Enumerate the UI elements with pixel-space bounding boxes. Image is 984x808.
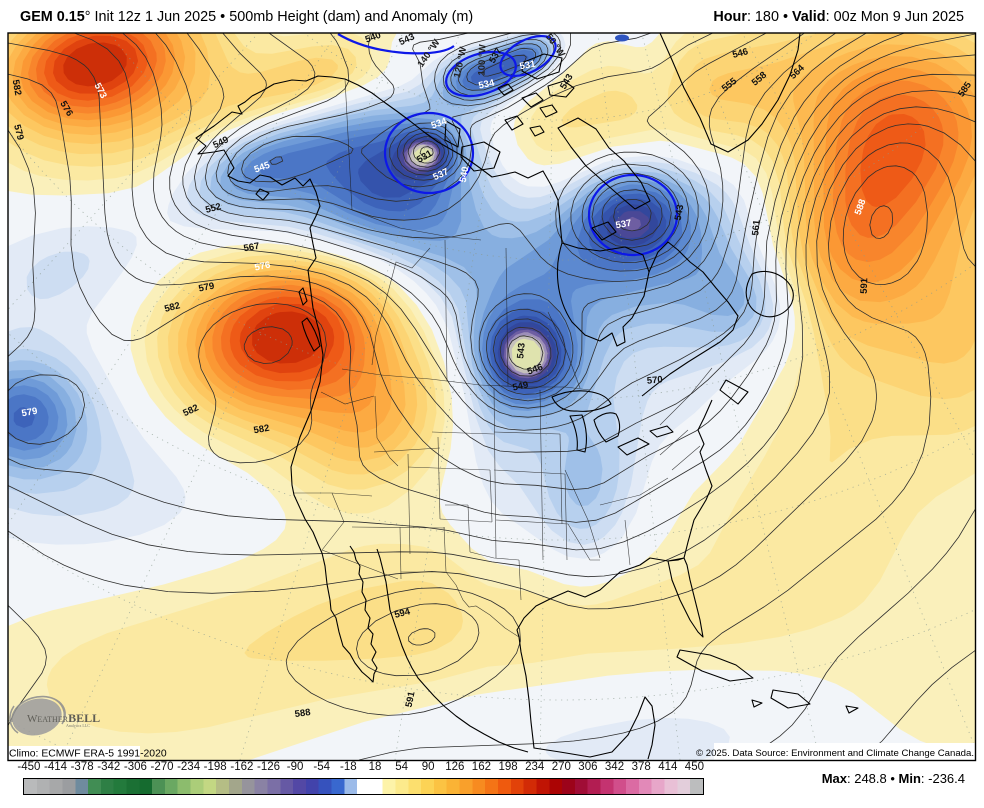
svg-text:546: 546 bbox=[526, 362, 545, 378]
svg-text:540: 540 bbox=[458, 166, 472, 184]
svg-text:594: 594 bbox=[393, 606, 412, 621]
svg-text:WEATHERBELL: WEATHERBELL bbox=[27, 711, 100, 725]
svg-text:561: 561 bbox=[750, 219, 762, 236]
svg-text:546: 546 bbox=[731, 46, 749, 61]
svg-text:537: 537 bbox=[615, 218, 633, 232]
svg-text:567: 567 bbox=[243, 241, 261, 255]
svg-text:549: 549 bbox=[512, 380, 530, 394]
svg-text:543: 543 bbox=[515, 342, 527, 359]
svg-text:545: 545 bbox=[253, 160, 272, 176]
svg-text:579: 579 bbox=[21, 406, 39, 420]
svg-text:591: 591 bbox=[859, 277, 871, 294]
svg-text:582: 582 bbox=[10, 79, 24, 97]
svg-text:534: 534 bbox=[430, 116, 449, 132]
svg-text:Climo: ECMWF ERA-5 1991-2020: Climo: ECMWF ERA-5 1991-2020 bbox=[9, 749, 167, 760]
svg-text:588: 588 bbox=[294, 707, 311, 720]
svg-text:576: 576 bbox=[254, 260, 272, 274]
svg-text:582: 582 bbox=[163, 300, 181, 315]
svg-text:552: 552 bbox=[204, 201, 222, 216]
svg-text:Analytics LLC: Analytics LLC bbox=[66, 723, 90, 728]
svg-text:543: 543 bbox=[673, 204, 687, 222]
svg-text:579: 579 bbox=[11, 123, 26, 141]
svg-text:531: 531 bbox=[519, 59, 537, 73]
svg-text:582: 582 bbox=[253, 423, 271, 437]
svg-text:100 °W: 100 °W bbox=[476, 44, 488, 76]
svg-text:534: 534 bbox=[478, 77, 496, 91]
svg-text:© 2025. Data Source: Environme: © 2025. Data Source: Environment and Cli… bbox=[696, 748, 974, 759]
svg-text:570: 570 bbox=[646, 374, 663, 386]
svg-text:591: 591 bbox=[404, 690, 418, 708]
svg-text:588: 588 bbox=[853, 198, 869, 217]
svg-text:579: 579 bbox=[198, 281, 216, 295]
